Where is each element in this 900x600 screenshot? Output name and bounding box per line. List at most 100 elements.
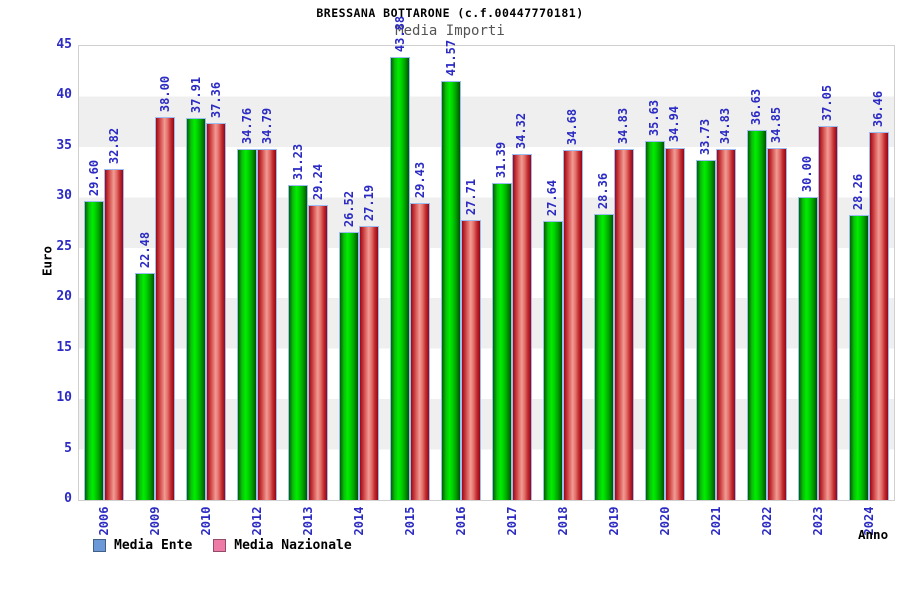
bar-media-nazionale-2015 [410, 203, 431, 500]
bar-value-label: 27.19 [361, 184, 376, 221]
bar-media-ente-2024 [848, 214, 869, 500]
bar-value-label: 34.94 [667, 106, 682, 143]
x-tick-label-2016: 2016 [454, 506, 469, 536]
legend-swatch-icon [213, 539, 227, 552]
bar-value-label: 35.63 [647, 99, 662, 136]
bar-media-ente-2019 [593, 213, 614, 500]
legend-item: Media Ente [93, 538, 192, 553]
bar-media-ente-2021 [695, 159, 716, 500]
x-tick-label-2022: 2022 [759, 506, 774, 536]
bar-media-nazionale-2013 [308, 205, 329, 500]
bar-media-nazionale-2017 [511, 153, 532, 500]
y-tick-label: 45 [56, 37, 72, 52]
bar-media-ente-2020 [644, 140, 665, 500]
bar-media-nazionale-2022 [766, 148, 787, 500]
x-tick-label-2015: 2015 [403, 506, 418, 536]
bar-media-nazionale-2024 [868, 132, 889, 500]
x-tick-label-2019: 2019 [606, 506, 621, 536]
bar-value-label: 29.43 [412, 162, 427, 199]
bar-value-label: 26.52 [341, 191, 356, 228]
y-tick-label: 5 [64, 440, 72, 456]
chart-subtitle: Media Importi [395, 23, 505, 39]
bar-value-label: 34.79 [259, 107, 274, 145]
bar-media-nazionale-2006 [104, 168, 125, 500]
bar-value-label: 29.24 [310, 163, 325, 201]
bar-media-ente-2016 [441, 80, 462, 500]
y-tick-label: 25 [56, 238, 72, 254]
bar-media-ente-2010 [186, 117, 207, 500]
x-tick-label-2018: 2018 [555, 506, 570, 536]
bar-value-label: 27.71 [463, 179, 478, 216]
x-tick-label-2010: 2010 [199, 506, 214, 536]
bar-media-ente-2012 [237, 149, 258, 500]
bar-value-label: 30.00 [800, 156, 815, 193]
y-tick-label: 30 [56, 188, 72, 204]
bar-media-ente-2006 [84, 201, 105, 500]
legend-label: Media Nazionale [234, 538, 352, 553]
bar-value-label: 36.46 [871, 91, 886, 128]
y-tick-label: 10 [56, 390, 72, 406]
bar-media-ente-2022 [746, 130, 767, 500]
x-tick-label-2023: 2023 [810, 506, 825, 536]
bar-media-nazionale-2021 [715, 148, 736, 500]
bar-media-ente-2009 [135, 273, 156, 500]
bar-value-label: 34.68 [565, 109, 580, 146]
x-tick-label-2009: 2009 [148, 506, 163, 536]
bar-value-label: 31.23 [290, 143, 305, 180]
bar-media-nazionale-2010 [206, 123, 227, 500]
legend-swatch-icon [93, 539, 106, 552]
x-tick-label-2014: 2014 [352, 506, 367, 536]
bar-value-label: 28.36 [596, 172, 611, 209]
bar-media-nazionale-2018 [562, 150, 583, 500]
bar-media-nazionale-2014 [359, 225, 380, 500]
legend-label: Media Ente [114, 538, 193, 553]
bar-value-label: 34.85 [769, 107, 784, 144]
x-axis-title: Anno [858, 527, 889, 542]
y-tick-label: 0 [64, 491, 72, 506]
bar-media-ente-2023 [797, 197, 818, 500]
bar-media-ente-2014 [339, 232, 360, 500]
bar-value-label: 34.76 [239, 108, 254, 145]
bar-value-label: 37.05 [820, 85, 835, 122]
bar-value-label: 28.26 [851, 173, 866, 210]
plot-area [78, 45, 895, 501]
bar-value-label: 34.32 [514, 112, 529, 149]
bar-value-label: 41.57 [443, 39, 458, 76]
bar-value-label: 34.83 [616, 107, 631, 144]
legend-item: Media Nazionale [213, 538, 352, 553]
bar-media-ente-2013 [288, 184, 309, 500]
bar-media-nazionale-2012 [257, 149, 278, 500]
y-tick-label: 35 [56, 137, 72, 153]
x-tick-label-2012: 2012 [250, 506, 265, 536]
bar-media-ente-2017 [491, 183, 512, 500]
y-tick-label: 20 [56, 289, 72, 305]
bar-value-label: 38.00 [157, 75, 172, 112]
bar-media-nazionale-2023 [817, 126, 838, 500]
bar-value-label: 37.91 [188, 76, 203, 113]
bar-value-label: 31.39 [494, 142, 509, 179]
bar-value-label: 32.82 [106, 127, 121, 164]
bar-value-label: 34.83 [718, 107, 733, 144]
bar-media-nazionale-2019 [613, 148, 634, 500]
bar-value-label: 29.60 [86, 160, 101, 197]
bar-value-label: 43.88 [392, 16, 407, 53]
x-tick-label-2013: 2013 [301, 506, 316, 536]
bar-value-label: 22.48 [137, 232, 152, 269]
bar-value-label: 33.73 [698, 118, 713, 155]
y-tick-label: 15 [56, 339, 72, 355]
chart-title: BRESSANA BOTTARONE (c.f.00447770181) [316, 6, 584, 20]
bar-media-ente-2018 [542, 221, 563, 500]
legend: Media Ente Media Nazionale [93, 538, 364, 553]
bar-media-nazionale-2020 [664, 147, 685, 500]
bar-media-nazionale-2016 [461, 220, 482, 500]
x-tick-label-2006: 2006 [97, 506, 112, 536]
x-tick-label-2021: 2021 [708, 506, 723, 536]
bar-media-nazionale-2009 [155, 116, 176, 500]
bar-value-label: 36.63 [749, 89, 764, 126]
bar-value-label: 37.36 [208, 82, 223, 119]
bar-value-label: 27.64 [545, 180, 560, 217]
x-tick-label-2017: 2017 [504, 506, 519, 536]
y-tick-label: 40 [56, 87, 72, 103]
x-tick-label-2020: 2020 [657, 506, 672, 536]
